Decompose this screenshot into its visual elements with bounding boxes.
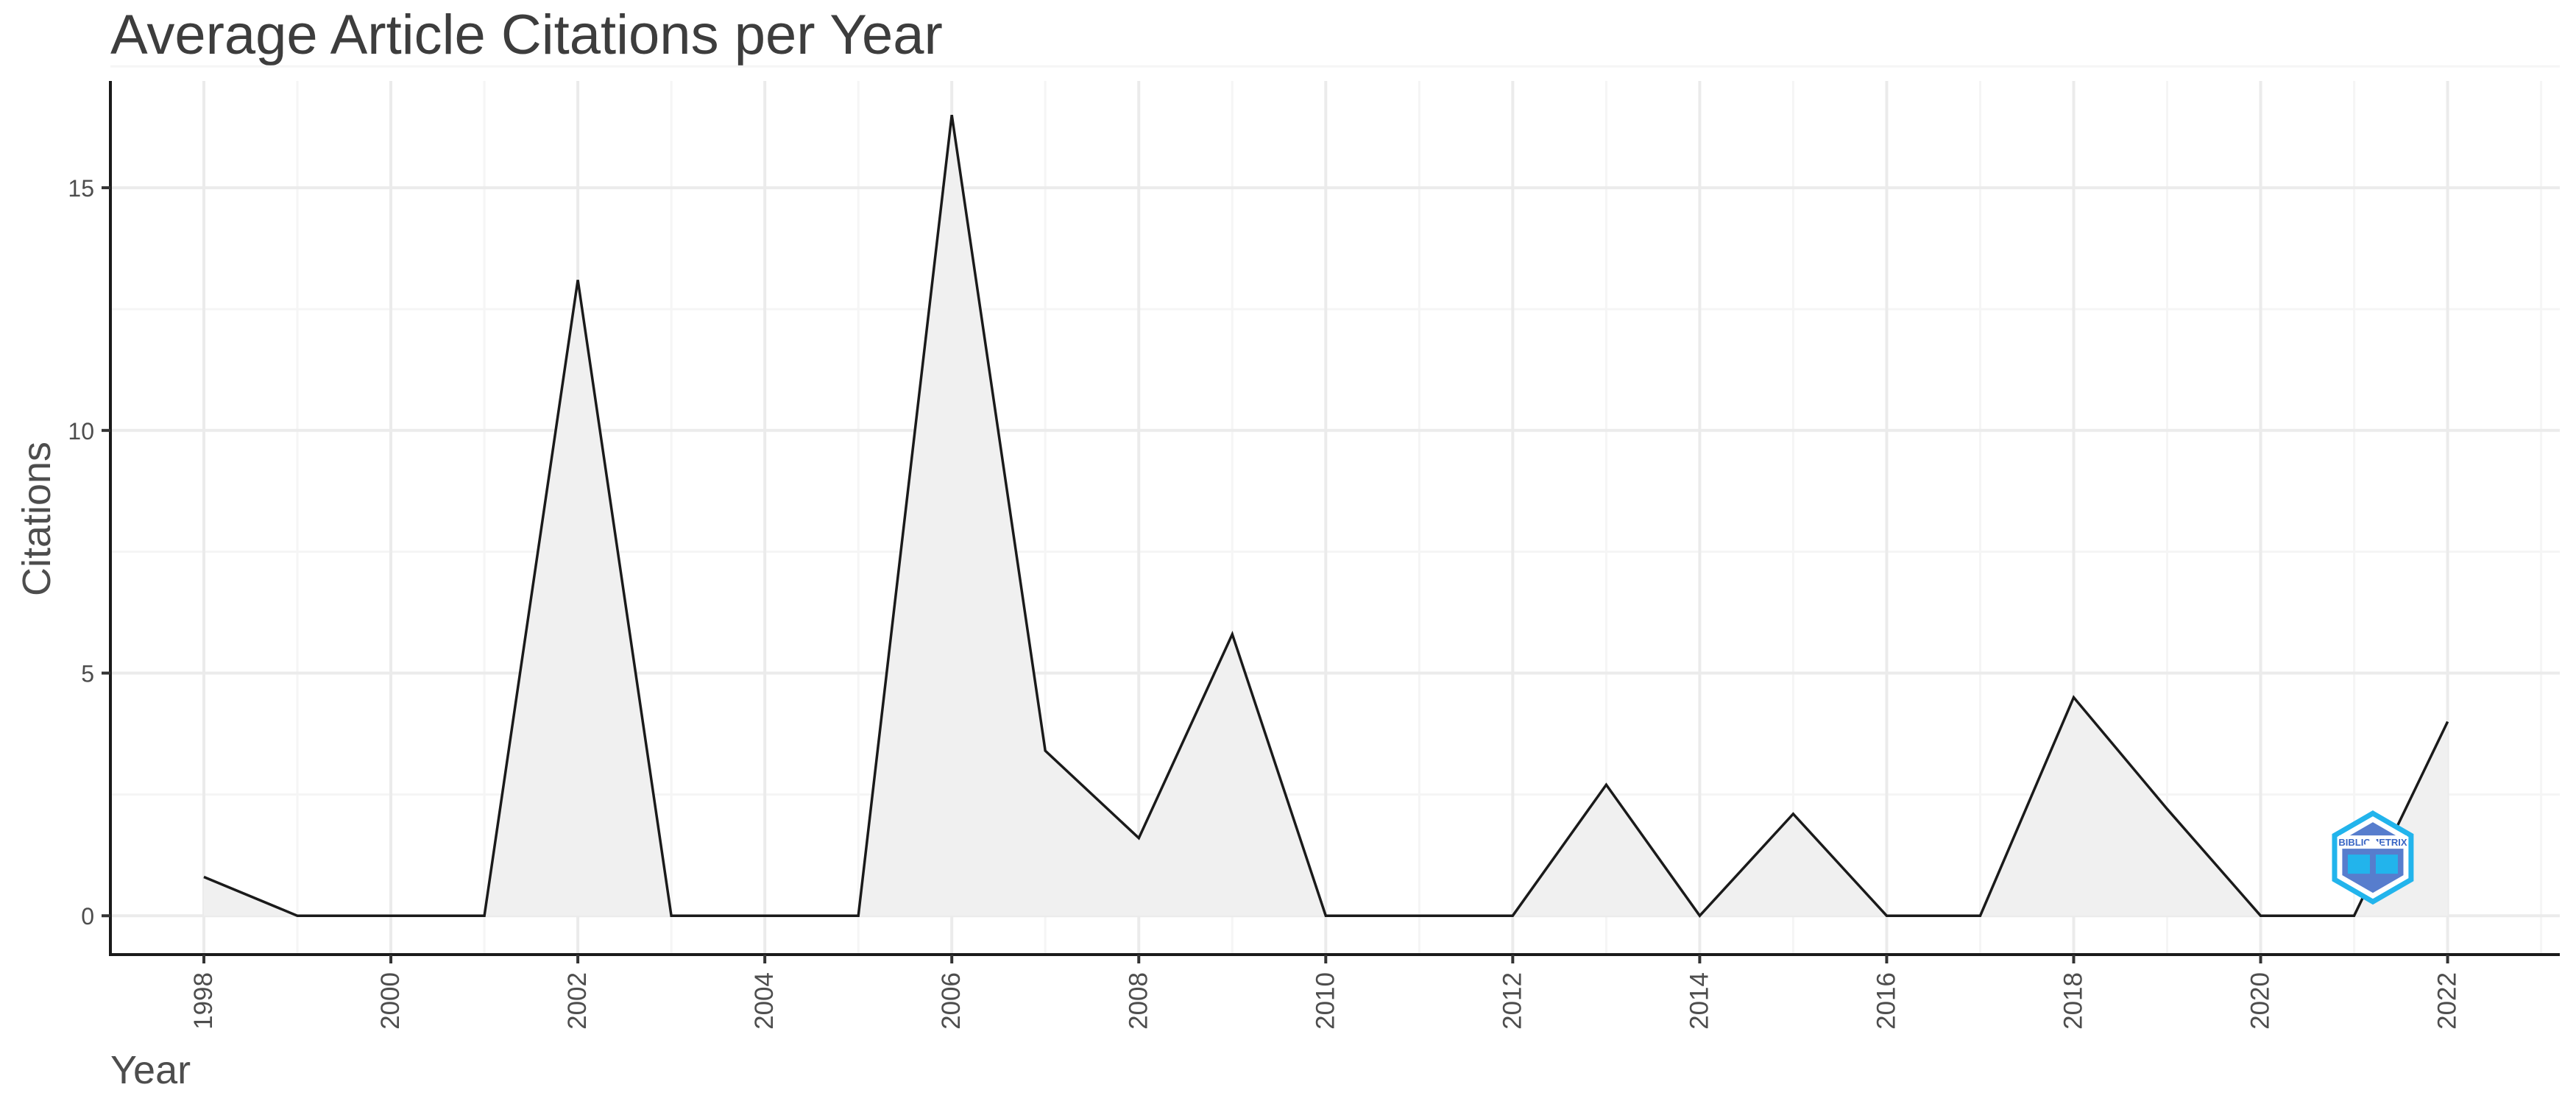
- y-tick-label: 15: [68, 175, 94, 202]
- x-tick-label: 2022: [2433, 972, 2462, 1030]
- x-tick-label: 2008: [1124, 972, 1153, 1030]
- chart-title: Average Article Citations per Year: [110, 4, 943, 66]
- x-tick-label: 2002: [563, 972, 592, 1030]
- y-tick-label: 10: [68, 418, 94, 445]
- series-line: [203, 114, 2449, 918]
- logo-book-right: [2375, 854, 2398, 874]
- x-tick-label: 2010: [1311, 972, 1340, 1030]
- x-tick-label: 1998: [189, 972, 218, 1030]
- x-axis-title: Year: [110, 1048, 191, 1092]
- x-tick-label: 2000: [376, 972, 405, 1030]
- x-tick-label: 2004: [750, 972, 779, 1030]
- x-tick-label: 2016: [1872, 972, 1900, 1030]
- x-tick-label: 2006: [937, 972, 966, 1030]
- x-tick-label: 2018: [2059, 972, 2087, 1030]
- bibliometrix-logo-icon: BIBLIOMETRIX: [2332, 810, 2414, 905]
- logo-book-left: [2347, 854, 2370, 874]
- x-axis-ticks: 1998 2000 2002 2004 2006 2008 2010 2012 2014 2016…: [189, 955, 2462, 1030]
- x-tick-label: 2014: [1685, 972, 1713, 1030]
- major-grid: [110, 81, 2560, 955]
- y-tick-label: 5: [81, 661, 94, 687]
- y-axis-title: Citations: [15, 442, 59, 596]
- minor-grid: [109, 65, 2560, 955]
- x-tick-label: 2012: [1498, 972, 1526, 1030]
- logo-cap: [2362, 837, 2383, 848]
- x-tick-label: 2020: [2246, 972, 2275, 1030]
- y-tick-label: 0: [81, 903, 94, 930]
- y-axis-ticks: 0 5 10 15: [68, 175, 110, 930]
